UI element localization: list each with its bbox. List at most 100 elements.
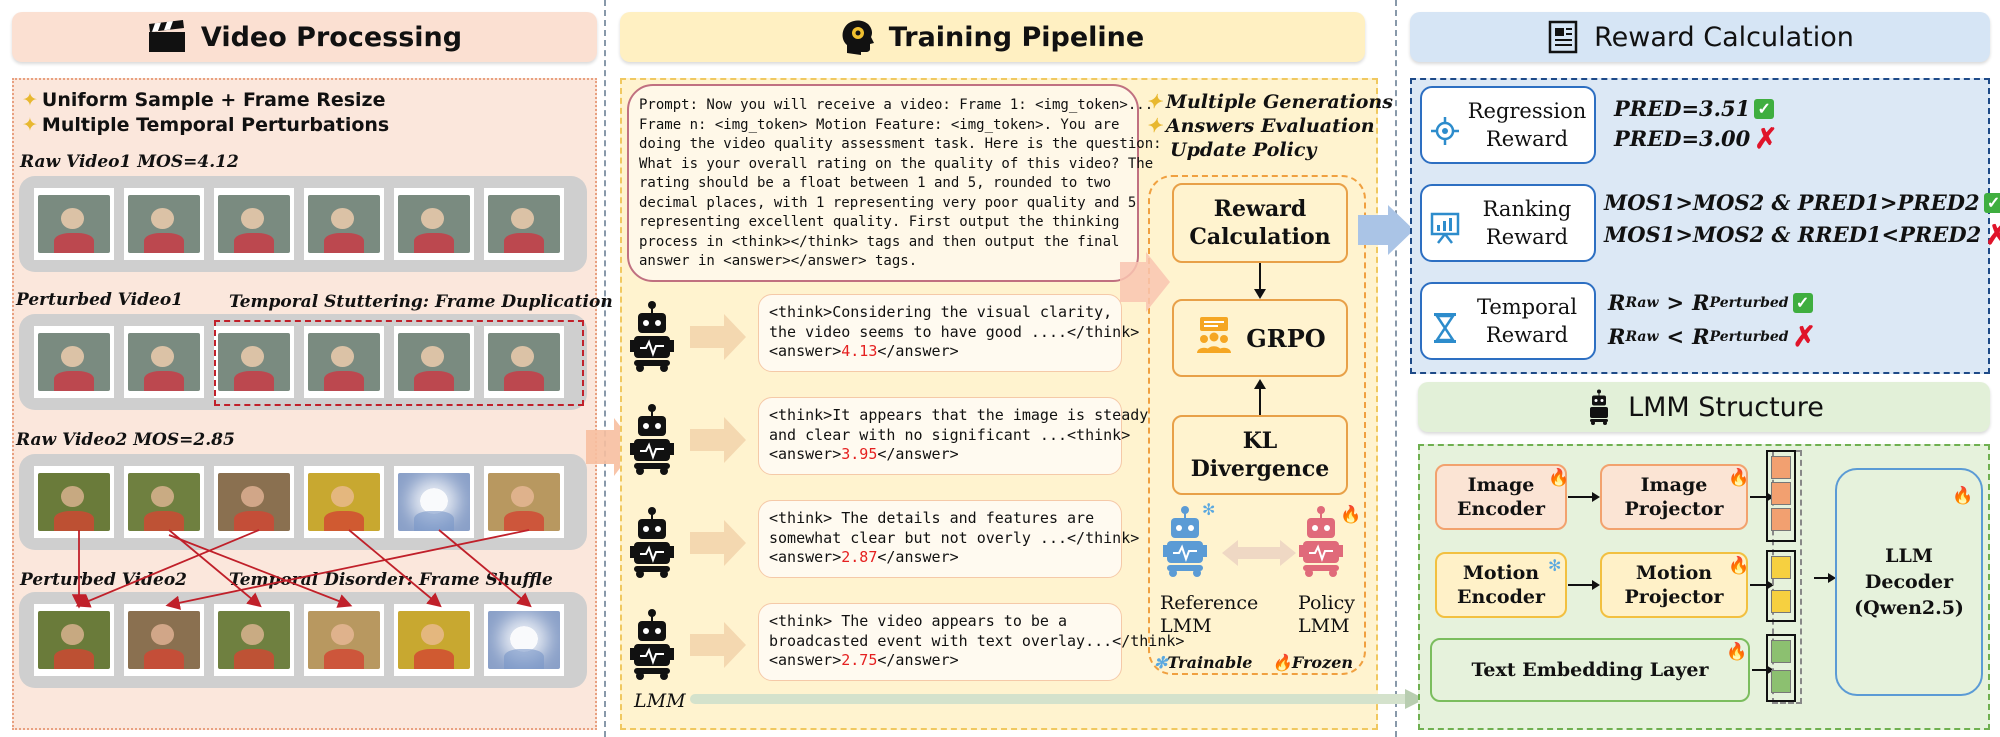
ranking-line-1: MOS1>MOS2 & PRED1>PRED2 ✓ <box>1604 190 2000 215</box>
score-value: 2.75 <box>841 651 878 669</box>
presentation-chart-icon <box>1430 212 1460 248</box>
video-frame <box>304 188 384 260</box>
temporal-reward-title: Temporal Reward <box>1476 295 1578 347</box>
motion-token <box>1771 590 1791 613</box>
image-encoder-box: Image Encoder <box>1435 464 1567 530</box>
robot-icon <box>630 403 674 479</box>
video-frame <box>34 466 114 538</box>
robot-icon <box>630 608 674 684</box>
bullet-update: Update Policy <box>1170 139 1317 161</box>
temporal-line-1: R Raw > R Perturbed ✓ <box>1608 290 1813 315</box>
raw-video1-label: Raw Video1 MOS=4.12 <box>20 152 239 172</box>
check-icon: ✓ <box>1983 192 2000 213</box>
response-answer: <answer>3.95</answer> <box>769 445 959 463</box>
snowflake-icon: ✻ <box>1548 556 1562 575</box>
video-frame <box>304 326 384 398</box>
video-frame <box>484 604 564 676</box>
check-icon: ✓ <box>1754 98 1775 119</box>
image-projector-box: Image Projector <box>1600 464 1748 530</box>
flame-icon: 🔥 <box>1952 486 1974 506</box>
flow-arrow-to-reward-panel <box>1358 205 1414 255</box>
flame-icon: 🔥 <box>1728 556 1750 576</box>
video-frame <box>214 188 294 260</box>
brain-gear-icon <box>1430 116 1460 150</box>
response-line: <think>Considering the visual clarity, <box>769 303 1113 321</box>
regression-line-1: PRED=3.51 ✓ <box>1614 96 1775 121</box>
video-frame <box>214 604 294 676</box>
video-frame <box>304 466 384 538</box>
perturbed-video1-strip <box>19 314 587 410</box>
prompt-box: Prompt: Now you will receive a video: Fr… <box>627 84 1162 282</box>
hourglass-icon <box>1432 312 1458 348</box>
image-token <box>1771 508 1791 531</box>
flame-icon: 🔥 <box>1548 468 1570 488</box>
video-frame <box>34 604 114 676</box>
motion-projector-box: Motion Projector <box>1600 552 1748 618</box>
video-frame <box>394 326 474 398</box>
raw-video2-strip <box>19 454 587 550</box>
robot-icon <box>630 300 674 376</box>
video-frame <box>394 188 474 260</box>
score-value: 2.87 <box>841 548 878 566</box>
clapperboard-icon <box>147 20 187 54</box>
lightbulb-icon: ✦ <box>1146 115 1162 137</box>
reward-calculation-box: Reward Calculation <box>1172 183 1348 263</box>
divider-left <box>604 0 606 737</box>
text-token-group <box>1766 634 1796 702</box>
duplication-highlight <box>214 320 584 406</box>
brain-head-icon <box>841 19 875 55</box>
flame-icon: 🔥 <box>1728 468 1750 488</box>
grpo-container <box>1148 175 1366 675</box>
raw-video2-label: Raw Video2 MOS=2.85 <box>16 430 235 450</box>
grpo-label: GRPO <box>1246 323 1326 353</box>
double-arrow <box>1222 540 1296 566</box>
motion-token-group <box>1766 550 1796 622</box>
video-frame <box>124 188 204 260</box>
response-box-1: <think>Considering the visual clarity, t… <box>758 294 1140 372</box>
legend-trainable: ✻Trainable <box>1154 653 1253 672</box>
video-frame <box>34 188 114 260</box>
video-processing-panel: ✦ Uniform Sample + Frame Resize ✦ Multiple… <box>12 78 613 730</box>
flow-arrow-to-reward <box>1120 252 1170 312</box>
response-line: the video seems to have good ....</think… <box>769 322 1140 341</box>
bullet-evaluation: ✦ Answers Evaluation <box>1146 115 1375 137</box>
video-frame <box>304 604 384 676</box>
legend-frozen: 🔥Frozen <box>1272 653 1353 672</box>
snowflake-icon: ✻ <box>1154 653 1168 672</box>
lmm-connector-head <box>1405 689 1425 709</box>
response-line: <think>It appears that the image is stea… <box>769 406 1149 424</box>
response-answer: <answer>4.13</answer> <box>769 342 959 360</box>
video-processing-header: Video Processing <box>12 12 597 62</box>
robot-icon <box>1584 389 1614 425</box>
video-frame <box>214 466 294 538</box>
video-frame <box>124 466 204 538</box>
video-frame <box>394 604 474 676</box>
video-bullets: ✦ Uniform Sample + Frame Resize ✦ Multiple… <box>22 88 389 138</box>
structure-arrows <box>1568 492 1836 675</box>
video-frame <box>214 326 294 398</box>
bullet-perturb: ✦ Multiple Temporal Perturbations <box>22 114 390 136</box>
arrow-down-to-grpo <box>1254 263 1266 299</box>
video-frame <box>484 466 564 538</box>
response-answer: <answer>2.75</answer> <box>769 651 959 669</box>
robot-icon <box>630 506 674 582</box>
flame-icon: 🔥 <box>1340 505 1362 525</box>
video-frame <box>484 188 564 260</box>
ranking-reward-title: Ranking Reward <box>1482 197 1572 249</box>
check-icon: ✓ <box>1792 292 1813 313</box>
stutter-label: Temporal Stuttering: Frame Duplication <box>229 292 613 312</box>
policy-robot-icon <box>1298 505 1344 581</box>
video-frame <box>394 466 474 538</box>
lmm-connector <box>690 694 1410 704</box>
reference-lmm-label: Reference LMM <box>1160 592 1259 637</box>
response-box-3: <think> The details and features are som… <box>758 500 1139 578</box>
side-bullets: ✦ Multiple Generations ✦ Answers Evaluatio… <box>1146 90 1393 162</box>
video-frame <box>34 326 114 398</box>
cross-icon: ✗ <box>1792 319 1817 353</box>
video-frame <box>124 604 204 676</box>
regression-line-2: PRED=3.00 ✗ <box>1614 121 1778 155</box>
flame-icon: 🔥 <box>1726 642 1748 662</box>
perturbed-video1-label: Perturbed Video1 <box>16 290 183 310</box>
perturbed-video2-strip <box>19 592 587 688</box>
perturbed-video2-label: Perturbed Video2 <box>20 570 187 590</box>
